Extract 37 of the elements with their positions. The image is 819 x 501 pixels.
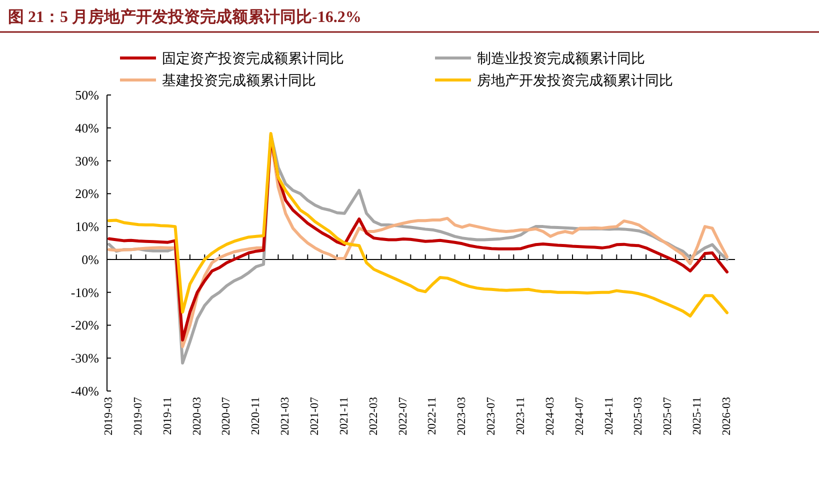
x-tick-label: 2020-07 (220, 396, 233, 436)
y-tick-label: 50% (75, 88, 100, 102)
y-tick-label: 40% (75, 120, 100, 136)
x-tick-label: 2026-03 (721, 396, 733, 436)
x-tick-label: 2019-07 (132, 396, 144, 436)
chart-title: 图 21：5 月房地产开发投资完成额累计同比-16.2% (8, 7, 362, 26)
x-tick-label: 2023-03 (456, 396, 468, 436)
x-tick-label: 2021-03 (280, 396, 292, 436)
y-tick-label: -20% (70, 318, 100, 333)
x-tick-label: 2023-11 (515, 396, 527, 435)
x-tick-label: 2021-11 (338, 396, 350, 435)
x-tick-label: 2023-07 (486, 396, 498, 436)
y-tick-label: -10% (70, 284, 100, 300)
y-tick-label: 30% (75, 153, 100, 168)
legend-label: 房地产开发投资完成额累计同比 (477, 73, 673, 89)
x-tick-label: 2024-03 (544, 396, 556, 436)
legend-label: 基建投资完成额累计同比 (162, 73, 316, 89)
x-tick-label: 2025-07 (662, 396, 674, 436)
y-tick-label: 20% (75, 186, 100, 202)
y-tick-label: -40% (70, 384, 100, 398)
x-tick-label: 2024-07 (574, 396, 586, 436)
x-tick-label: 2022-03 (368, 396, 380, 436)
legend-label: 制造业投资完成额累计同比 (477, 51, 645, 67)
x-tick-label: 2022-07 (397, 396, 410, 436)
x-tick-label: 2020-03 (191, 396, 204, 436)
y-tick-label: 10% (75, 219, 100, 234)
x-tick-label: 2025-11 (692, 396, 704, 435)
legend-label: 固定资产投资完成额累计同比 (162, 51, 344, 67)
x-tick-label: 2021-07 (309, 396, 321, 436)
y-tick-label: 0% (82, 252, 100, 267)
x-tick-label: 2024-11 (603, 396, 616, 435)
x-tick-label: 2025-03 (632, 396, 645, 436)
y-tick-label: -30% (70, 350, 100, 366)
x-tick-label: 2019-03 (103, 396, 115, 436)
x-tick-label: 2020-11 (250, 396, 262, 435)
x-tick-label: 2019-11 (162, 396, 174, 435)
x-tick-label: 2022-11 (426, 396, 439, 435)
